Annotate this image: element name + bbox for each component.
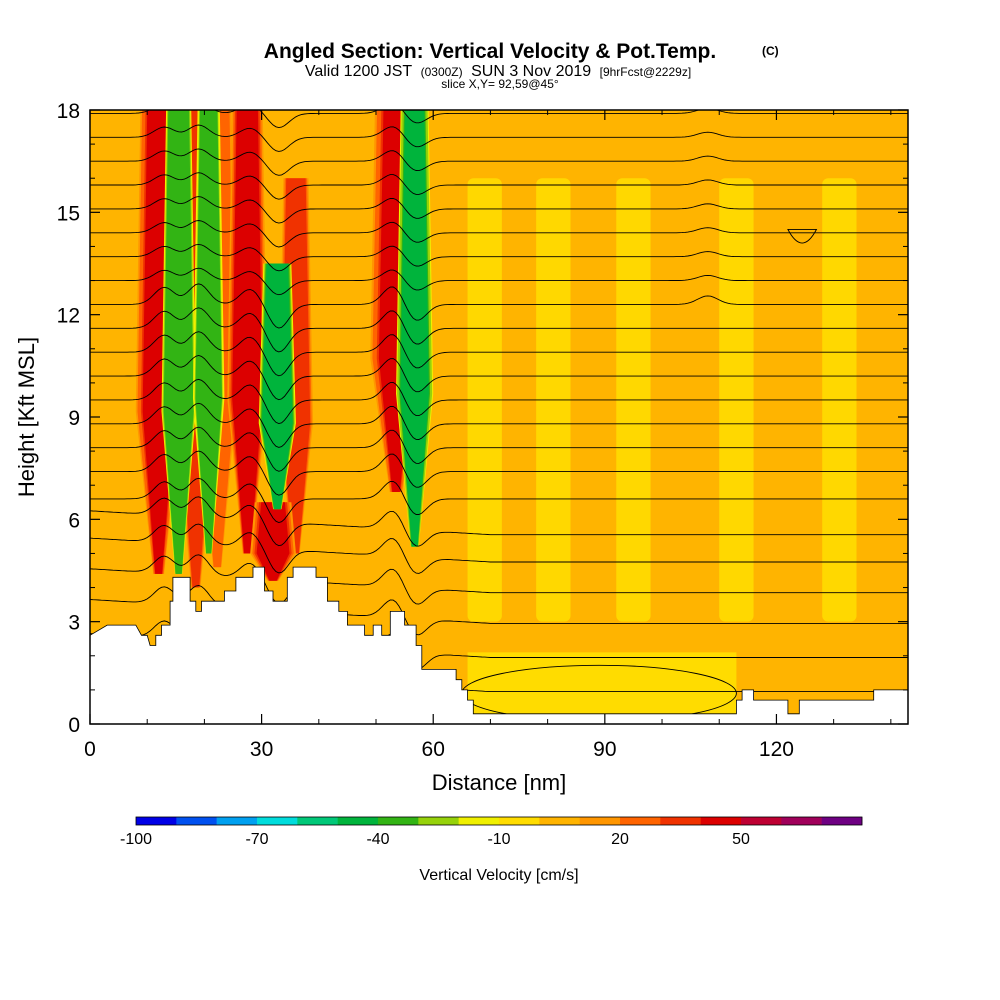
- colorbar-swatch: [579, 817, 621, 825]
- y-tick-label: 18: [57, 100, 80, 123]
- colorbar: -100 -70 -40 -10 20 50: [120, 816, 863, 848]
- valid-time-prefix: Valid 1200 JST: [305, 63, 413, 80]
- isentrope: [90, 220, 908, 248]
- isentrope: [90, 378, 908, 424]
- colorbar-swatch: [660, 817, 701, 825]
- colorbar-swatch: [216, 817, 258, 825]
- y-axis-label: Height [Kft MSL]: [14, 337, 39, 497]
- colorbar-tick-label: -100: [120, 831, 152, 848]
- colorbar-swatch: [741, 817, 782, 825]
- colorbar-swatch: [136, 817, 177, 825]
- axes: 0 30 60 90 120 0 3 6 9 12 15 18: [57, 100, 908, 761]
- colorbar-swatch: [821, 817, 863, 825]
- vertical-velocity-field: [90, 110, 908, 724]
- x-axis-label: Distance [nm]: [432, 770, 567, 795]
- x-tick-label: 120: [759, 738, 794, 761]
- isentrope: [90, 148, 908, 176]
- isentrope: [90, 267, 908, 296]
- valid-time-line: Valid 1200 JST (0300Z) SUN 3 Nov 2019 [9…: [305, 63, 691, 80]
- isentrope: [90, 355, 908, 401]
- x-tick-label: 0: [84, 738, 96, 761]
- isentrope: [90, 124, 908, 152]
- colorbar-swatch: [700, 817, 742, 825]
- y-tick-label: 12: [57, 305, 80, 328]
- isentrope: [90, 331, 908, 377]
- isentrope: [90, 402, 908, 448]
- colorbar-swatch: [378, 817, 419, 825]
- colorbar-swatch: [781, 817, 822, 825]
- terrain-polygon: [90, 566, 908, 724]
- colorbar-tick-label: 20: [611, 831, 629, 848]
- isentrope: [90, 496, 908, 547]
- isentrope: [90, 110, 908, 129]
- isentrope: [90, 283, 908, 329]
- x-tick-label: 90: [593, 738, 616, 761]
- colorbar-tick-label: -70: [245, 831, 268, 848]
- isentrope-closed: [787, 228, 818, 244]
- colorbar-swatch: [539, 817, 580, 825]
- isentrope: [90, 243, 908, 272]
- isentrope: [90, 196, 908, 224]
- isentrope: [90, 554, 908, 605]
- colorbar-swatch: [418, 817, 459, 825]
- colorbar-tick-label: -40: [366, 831, 389, 848]
- colorbar-swatch: [499, 817, 540, 825]
- colorbar-frame: [135, 816, 863, 826]
- colorbar-tick-label: -10: [487, 831, 510, 848]
- y-tick-label: 6: [68, 509, 80, 532]
- valid-time-utc: (0300Z): [421, 65, 463, 79]
- valid-date: SUN 3 Nov 2019: [471, 63, 591, 80]
- colorbar-label: Vertical Velocity [cm/s]: [419, 867, 578, 884]
- colorbar-tick-label: 50: [732, 831, 750, 848]
- isentrope: [90, 523, 908, 574]
- isentrope: [90, 477, 908, 523]
- forecast-label: [9hrFcst@2229z]: [600, 65, 692, 79]
- colorbar-swatch: [458, 817, 500, 825]
- colorbar-swatch: [176, 817, 217, 825]
- chart-title: Angled Section: Vertical Velocity & Pot.…: [264, 40, 716, 63]
- x-tick-label: 30: [250, 738, 273, 761]
- copyright-mark: (C): [762, 44, 779, 58]
- colorbar-swatch: [297, 817, 338, 825]
- terrain-mask: [90, 566, 908, 724]
- slice-info: slice X,Y= 92,59@45°: [441, 77, 559, 91]
- isentrope: [90, 426, 908, 472]
- isentrope: [90, 307, 908, 353]
- updraft-column: [232, 110, 263, 554]
- x-tick-label: 60: [422, 738, 445, 761]
- colorbar-swatch: [257, 817, 298, 825]
- isentrope: [90, 172, 908, 200]
- colorbar-swatch: [620, 817, 661, 825]
- low-level-layer: [467, 652, 737, 724]
- y-tick-label: 3: [68, 612, 80, 635]
- isentrope: [90, 450, 908, 496]
- y-tick-label: 15: [57, 202, 80, 225]
- y-tick-label: 9: [68, 407, 80, 430]
- colorbar-swatch: [337, 817, 379, 825]
- y-tick-label: 0: [68, 714, 80, 737]
